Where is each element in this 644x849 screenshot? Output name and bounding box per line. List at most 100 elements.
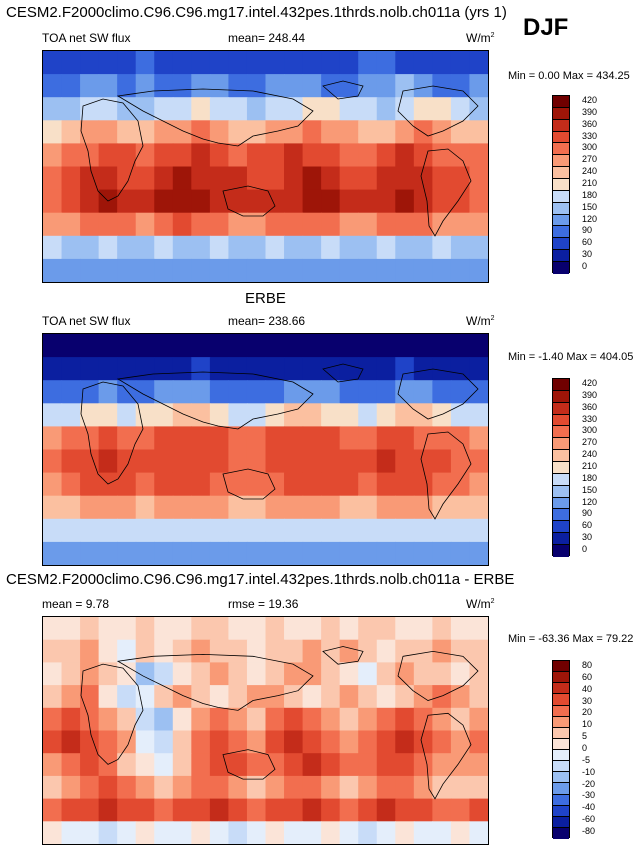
colorbar-tick-label: 300 — [582, 142, 598, 153]
coastline — [222, 185, 276, 217]
map-cell — [191, 189, 211, 214]
map-cell — [43, 617, 63, 641]
map-cell — [265, 357, 285, 381]
map-cell — [284, 334, 304, 358]
map-cell — [98, 403, 118, 427]
map-cell — [358, 541, 378, 565]
map-cell — [284, 798, 304, 822]
map-cell — [432, 258, 452, 282]
map-cell — [246, 449, 267, 474]
map-cell — [172, 403, 192, 427]
map-cell — [321, 212, 341, 237]
map-cell — [339, 472, 359, 497]
map-cell — [172, 235, 192, 260]
map-cell — [154, 662, 174, 686]
colorbar-segment — [553, 521, 569, 534]
map-cell — [191, 258, 211, 282]
map-cell — [376, 426, 396, 451]
map-cell — [43, 685, 63, 709]
map-cell — [117, 166, 137, 191]
colorbar-segment — [553, 805, 569, 817]
map-cell — [209, 639, 230, 663]
map-cell — [432, 518, 452, 543]
map-cell — [117, 685, 137, 709]
map-cell — [450, 662, 471, 686]
map-cell — [432, 212, 452, 237]
map-cell — [43, 639, 63, 663]
colorbar-segment — [553, 473, 569, 486]
map-cell — [413, 775, 433, 800]
map-cell — [413, 51, 433, 75]
map-cell — [228, 775, 248, 800]
map-cell — [302, 753, 322, 777]
map-cell — [61, 189, 81, 214]
map-cell — [265, 143, 285, 168]
map-cell — [246, 51, 267, 75]
map-cell — [376, 143, 396, 168]
map-cell — [191, 617, 211, 641]
map-cell — [228, 798, 248, 822]
map-cell — [80, 639, 100, 663]
map-cell — [339, 166, 359, 191]
map-cell — [339, 357, 359, 381]
map-cell — [209, 518, 230, 543]
map-cell — [339, 662, 359, 686]
map-cell — [80, 74, 100, 98]
map-cell — [154, 707, 174, 732]
map-cell — [228, 495, 248, 520]
map-cell — [469, 449, 488, 474]
map-cell — [339, 730, 359, 754]
map-cell — [413, 166, 433, 191]
colorbar-tick-label: 180 — [582, 189, 598, 200]
map-cell — [98, 730, 118, 754]
colorbar-tick-label: 240 — [582, 166, 598, 177]
map-cell — [80, 775, 100, 800]
map-cell — [135, 334, 155, 358]
map-cell — [117, 334, 137, 358]
map-cell — [265, 380, 285, 404]
map-cell — [135, 357, 155, 381]
colorbar-segment — [553, 155, 569, 168]
map-cell — [154, 541, 174, 565]
map-cell — [321, 472, 341, 497]
map-cell — [339, 495, 359, 520]
map-cell — [376, 357, 396, 381]
coastline — [80, 663, 144, 765]
map-cell — [117, 258, 137, 282]
map-cell — [395, 143, 415, 168]
map-cell — [154, 189, 174, 214]
map-cell — [302, 189, 322, 214]
map-cell — [61, 403, 81, 427]
map-cell — [172, 357, 192, 381]
map-cell — [358, 120, 378, 144]
map-cell — [228, 357, 248, 381]
map-cell — [98, 426, 118, 451]
map-cell — [413, 518, 433, 543]
colorbar-segment — [553, 661, 569, 673]
map-cell — [302, 472, 322, 497]
map-cell — [432, 357, 452, 381]
map-cell — [209, 685, 230, 709]
map-cell — [172, 120, 192, 144]
map-cell — [80, 617, 100, 641]
map-cell — [117, 617, 137, 641]
map-cell — [172, 449, 192, 474]
map-cell — [450, 97, 471, 121]
colorbar-segment — [553, 683, 569, 695]
map-cell — [321, 189, 341, 214]
map-cell — [98, 662, 118, 686]
map-cell — [117, 120, 137, 144]
map-cell — [265, 51, 285, 75]
map-cell — [61, 143, 81, 168]
map-cell — [43, 258, 63, 282]
map-cell — [450, 472, 471, 497]
map-cell — [284, 235, 304, 260]
map-cell — [302, 380, 322, 404]
map-cell — [376, 74, 396, 98]
map-cell — [43, 166, 63, 191]
map-cell — [135, 449, 155, 474]
map-cell — [135, 426, 155, 451]
map-cell — [413, 798, 433, 822]
map-cell — [358, 798, 378, 822]
map-cell — [413, 449, 433, 474]
